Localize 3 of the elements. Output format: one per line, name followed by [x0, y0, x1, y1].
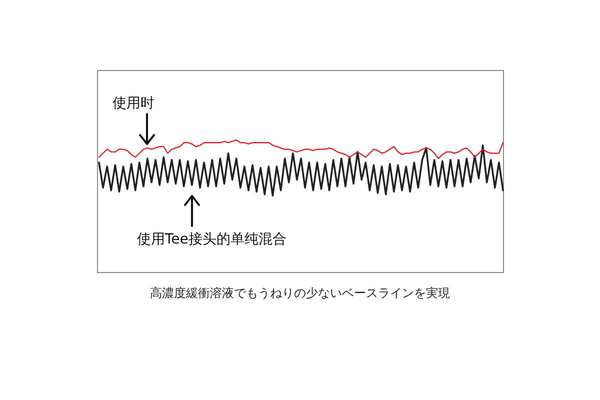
text: 使用Tee接头的单纯混合 [136, 232, 286, 248]
text: 高濃度緩衝溶液でもうねりの少ないベースラインを実現 [150, 286, 450, 300]
text: 使用时 [112, 96, 154, 112]
